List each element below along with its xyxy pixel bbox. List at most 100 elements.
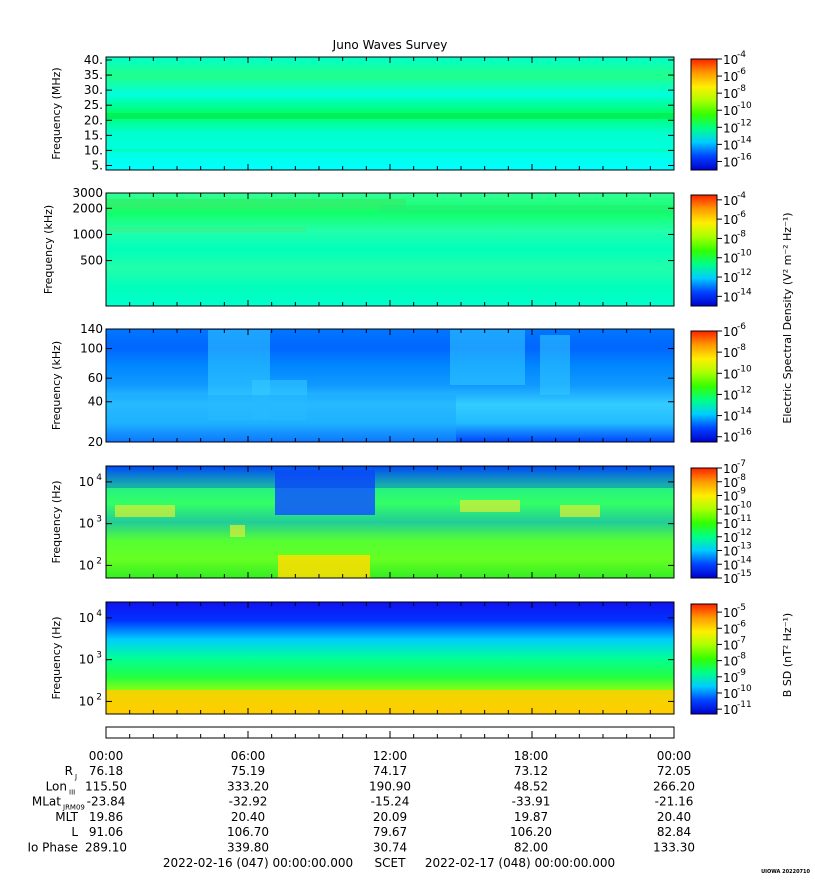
y-tick-label: 10 [79, 611, 94, 625]
emission-feature [560, 505, 600, 517]
chart-title: Juno Waves Survey [332, 38, 448, 52]
colorbar-scale [690, 194, 718, 307]
colorbar-tick-label: 10 [723, 252, 738, 266]
y-axis-label: Frequency (Hz) [50, 617, 63, 700]
credit-label: UIOWA 20220710 [761, 869, 810, 875]
ephemeris-value: 19.86 [89, 810, 123, 824]
ephemeris-row-label: L [71, 825, 78, 839]
y-tick-label: 5. [92, 158, 103, 172]
colorbar-tick-exponent: -10 [737, 364, 752, 374]
colorbar-lfr-low: 10-710-810-910-1010-1110-1210-1310-1410-… [690, 459, 752, 586]
y-tick-label: 40 [88, 395, 103, 409]
ephemeris-value: -32.92 [229, 795, 268, 809]
colorbar-tick-exponent: -10 [737, 500, 752, 510]
ephemeris-row-subscript: III [69, 788, 75, 796]
emission-feature [115, 505, 175, 517]
y-tick-label: 10 [79, 653, 94, 667]
ephemeris-value: 20.40 [231, 810, 265, 824]
y-tick-label: 10 [79, 558, 94, 572]
ephemeris-row-subscript: JRM09 [62, 804, 85, 812]
colorbar-tick-label: 10 [723, 638, 738, 652]
colorbar-tick-exponent: -5 [737, 603, 746, 613]
colorbar-tick-label: 10 [723, 388, 738, 402]
colorbar-tick-exponent: -8 [737, 343, 746, 353]
electric-colorbar-title: Electric Spectral Density (V² m⁻² Hz⁻¹) [781, 212, 794, 423]
ephemeris-value: 20.09 [373, 810, 407, 824]
ephemeris-table: 00:00 06:00 12:00 18:00 00:00 R J 76.18 75.19 74.… [27, 749, 695, 855]
ephemeris-value: 74.17 [373, 764, 407, 778]
colorbar-scale [690, 603, 718, 715]
colorbar-tick-label: 10 [723, 531, 738, 545]
colorbar-tick-exponent: -6 [737, 322, 746, 332]
colorbar-tick-exponent: -8 [737, 652, 746, 662]
colorbar-tick-label: 10 [723, 367, 738, 381]
colorbar-scale [690, 58, 718, 171]
colorbar-tick-exponent: -16 [737, 428, 752, 438]
ephemeris-value: 106.20 [510, 825, 552, 839]
colorbar-tick-label: 10 [723, 606, 738, 620]
colorbar-tick-exponent: -12 [737, 528, 752, 538]
colorbar-tick-exponent: -14 [737, 407, 752, 417]
y-tick-label: 500 [80, 254, 103, 268]
colorbar-tick-label: 10 [723, 121, 738, 135]
ephemeris-value: 48.52 [514, 779, 548, 793]
ephemeris-value: 106.70 [227, 825, 269, 839]
ephemeris-row-label: Lon [46, 779, 67, 793]
y-tick-exponent: 3 [96, 651, 102, 661]
ephemeris-row-label: Io Phase [27, 841, 78, 855]
colorbar-tick-exponent: -4 [737, 50, 746, 60]
colorbar-tick-exponent: -8 [737, 84, 746, 94]
colorbar-tick-label: 10 [723, 431, 738, 445]
y-tick-exponent: 3 [96, 515, 102, 525]
emission-feature [230, 525, 245, 537]
x-tick-label: 00:00 [657, 749, 692, 763]
y-tick-label: 20. [84, 113, 103, 127]
spectrogram-image [106, 466, 674, 578]
y-axis-label: Frequency (kHz) [50, 341, 63, 430]
ephemeris-value: 20.40 [657, 810, 691, 824]
x-tick-label: 18:00 [514, 749, 549, 763]
y-tick-label: 40. [84, 53, 103, 67]
y-tick-exponent: 2 [96, 556, 102, 566]
colorbar-tick-label: 10 [723, 476, 738, 490]
ephemeris-value: 339.80 [227, 841, 269, 855]
y-tick-exponent: 2 [96, 692, 102, 702]
colorbar-tick-label: 10 [723, 194, 738, 208]
emission-feature [450, 330, 525, 385]
spectral-band [106, 113, 674, 119]
colorbar-tick-exponent: -9 [737, 487, 746, 497]
y-axis-label: Frequency (kHz) [42, 205, 55, 294]
ephemeris-value: -33.91 [512, 795, 551, 809]
x-tick-label: 00:00 [89, 749, 124, 763]
colorbar-tick-label: 10 [723, 232, 738, 246]
colorbar-tick-exponent: -12 [737, 268, 752, 278]
colorbar-tick-label: 10 [723, 622, 738, 636]
colorbar-tick-exponent: -14 [737, 287, 752, 297]
colorbar-tick-label: 10 [723, 346, 738, 360]
y-tick-label: 35. [84, 68, 103, 82]
colorbar-tick-exponent: -13 [737, 542, 752, 552]
colorbar-scale [690, 330, 718, 443]
ephemeris-value: 75.19 [231, 764, 265, 778]
ephemeris-value: 72.05 [657, 764, 691, 778]
colorbar-tick-exponent: -6 [737, 67, 746, 77]
colorbar-tick-label: 10 [723, 687, 738, 701]
y-tick-label: 25. [84, 98, 103, 112]
colorbar-tick-exponent: -7 [737, 635, 746, 645]
ephemeris-value: -23.84 [87, 795, 126, 809]
ephemeris-value: 30.74 [373, 841, 407, 855]
ephemeris-value: 91.06 [89, 825, 123, 839]
spectral-band [106, 149, 674, 152]
colorbar-tick-exponent: -8 [737, 229, 746, 239]
colorbar-tick-exponent: -12 [737, 118, 752, 128]
ephemeris-value: 79.67 [373, 825, 407, 839]
colorbar-tick-exponent: -8 [737, 473, 746, 483]
footer-start-time: 2022-02-16 (047) 00:00:00.000 [163, 856, 353, 870]
y-axis-label: Frequency (Hz) [50, 481, 63, 564]
x-tick-label: 06:00 [231, 749, 266, 763]
ephemeris-row-subscript: J [74, 773, 77, 781]
